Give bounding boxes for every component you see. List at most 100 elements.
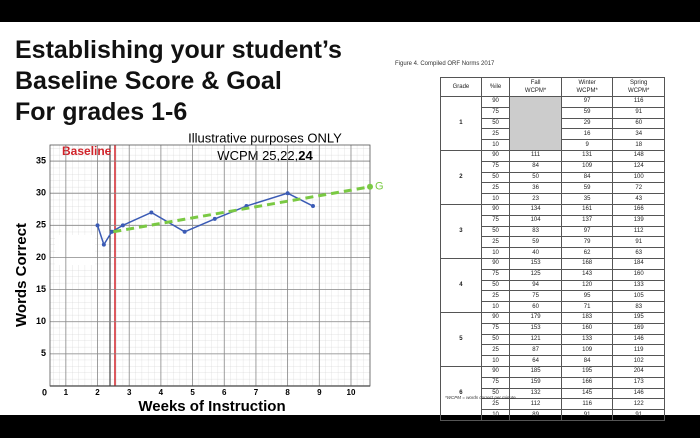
header-line: Grade [452,84,470,90]
table-row: 25 59 79 91 [441,236,665,249]
table-cell: 153 [509,257,562,270]
table-cell: 29 [560,117,614,130]
table-cell: 75 [480,376,511,389]
table-cell: 91 [612,106,665,119]
table-cell: 125 [509,268,562,281]
table-cell: 9 [560,139,614,151]
x-tick-label: 7 [254,388,259,397]
x-tick-label: 8 [285,388,290,397]
table-cell: 50 [480,333,511,346]
table-cell: 84 [560,171,614,184]
table-cell: 34 [612,128,665,141]
table-row: 1 90 97 116 [440,96,665,151]
table-cell: 25 [480,236,511,249]
data-point [120,223,125,228]
grade-cell: 2 [440,149,482,205]
table-cell: 133 [560,333,614,346]
table-cell: 160 [560,322,614,335]
plot-frame [49,144,371,387]
table-row: 10 9 18 [441,139,665,151]
table-cell: 116 [560,398,614,411]
table-row: 3 90 134 161 166 [440,203,665,259]
y-tick-label: 25 [36,220,46,230]
subtitle-part: 24 [298,148,313,163]
x-tick-label: 6 [222,388,227,397]
table-cell: 120 [560,279,614,292]
y-tick-label: 15 [36,284,46,294]
table-cell: 169 [612,322,665,335]
y-tick-label: 35 [36,155,46,165]
table-row: 5 90 179 183 195 [440,311,665,367]
data-point [367,183,373,190]
table-cell: 75 [480,160,511,173]
table-cell: 87 [509,344,562,357]
header-line: Spring [630,80,648,86]
y-tick-label: 20 [36,252,46,262]
table-cell: 25 [480,398,511,411]
subtitle-part: WCPM 25,22, [217,148,298,163]
table-cell: 124 [612,160,665,173]
minor-grid [50,145,370,386]
table-cell: 72 [612,182,665,195]
table-cell: 50 [480,225,511,238]
table-cell: 166 [612,203,665,216]
table-cell: 91 [560,409,614,421]
table-cell: 84 [509,160,562,173]
table-cell: 160 [612,268,665,281]
title-line: Baseline Score & Goal [15,67,282,95]
table-cell: 40 [509,247,562,259]
table-cell: 84 [560,355,614,367]
table-cell: 10 [480,355,511,367]
header-row: Grade %ile Fall WCPM* Winter WCPM* Spring WCPM* [440,77,665,97]
table-cell: 195 [560,365,614,378]
table-cell: 121 [509,333,562,346]
grade-cell: 6 [440,365,482,421]
table-cell: 18 [612,139,665,151]
x-tick-label: 3 [127,388,132,397]
table-cell: 145 [560,387,614,400]
table-cell: 94 [509,279,562,292]
table-cell: 59 [560,182,614,195]
table-cell: 75 [480,106,511,119]
y-tick-label: 10 [36,316,46,326]
table-cell: 173 [612,376,665,389]
x-tick-label: 5 [190,388,195,397]
table-cell: 79 [560,236,614,249]
table-cell: 50 [509,171,562,184]
table-cell: 83 [612,301,665,313]
table-cell: 97 [560,225,614,238]
table-cell: 90 [480,96,511,108]
table-cell: 102 [612,355,665,367]
data-point [212,216,217,221]
title-line: Establishing your student’s [15,36,342,64]
y-axis-label: Words Correct [13,223,30,327]
table-cell: 139 [612,214,665,227]
table-cell: 83 [509,225,562,238]
table-cell: 50 [480,117,511,130]
table-row: 10 89 91 91 [441,409,665,421]
x-axis-label: Weeks of Instruction [138,398,285,415]
table-cell: 25 [480,290,511,303]
table-row: 75 84 109 124 [441,160,665,173]
x-tick-label: 10 [347,388,356,397]
table-cell: 185 [509,365,562,378]
table-cell: 90 [480,149,511,162]
table-cell: 75 [480,214,511,227]
table-cell: 132 [509,387,562,400]
annotation: Baseline [62,144,112,158]
table-cell: 91 [612,409,665,421]
y-tick-label: 30 [36,188,46,198]
table-cell: 60 [612,117,665,130]
table-cell: 161 [560,203,614,216]
table-cell: 146 [612,333,665,346]
table-cell: 146 [612,387,665,400]
label-cover [55,235,95,265]
table-cell: 195 [612,311,665,324]
table-cell: 89 [509,409,562,421]
column-header: Winter WCPM* [560,77,614,97]
table-row: 6 90 185 195 204 [440,365,665,421]
table-cell: 112 [509,398,562,411]
table-cell: 166 [560,376,614,389]
table-cell: 143 [560,268,614,281]
x-tick-label: 9 [317,388,322,397]
